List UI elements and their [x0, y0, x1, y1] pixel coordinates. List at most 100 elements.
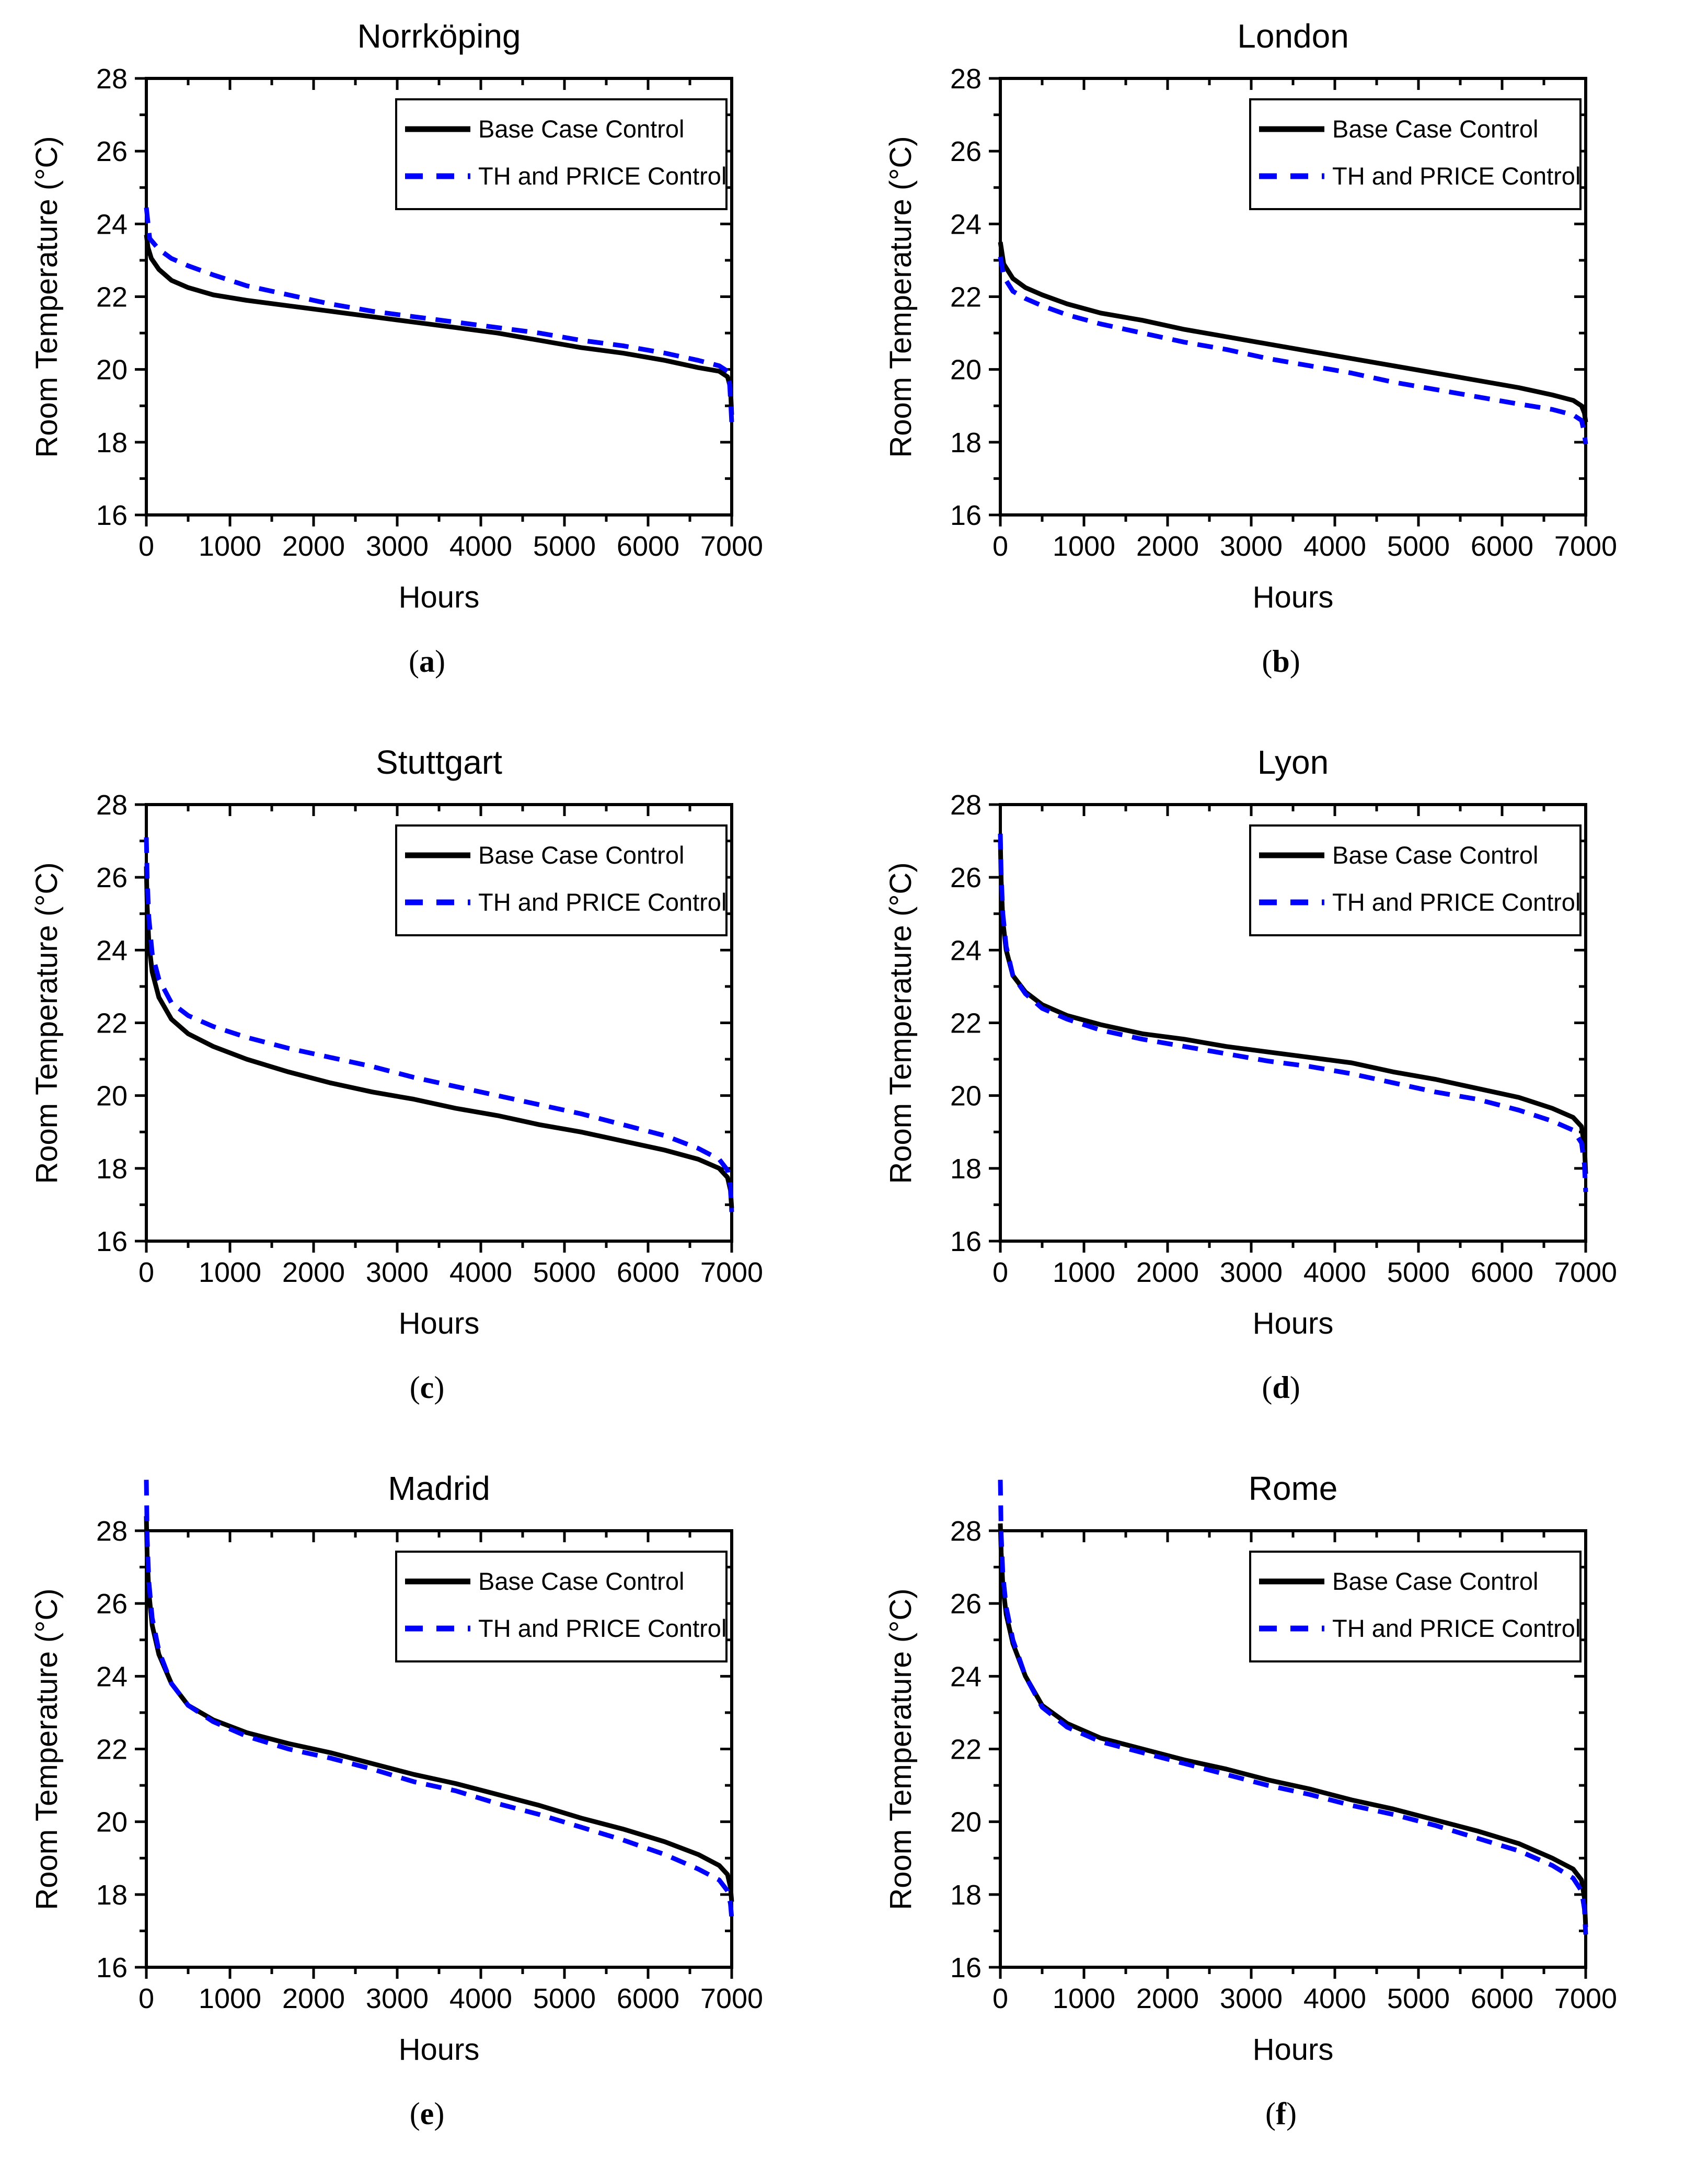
- x-tick-label: 5000: [533, 1257, 596, 1288]
- y-tick-label: 24: [96, 1661, 128, 1692]
- y-axis-label: Room Temperature (°C): [30, 862, 64, 1184]
- letter-text: f: [1276, 2096, 1286, 2131]
- y-tick-label: 16: [950, 1952, 982, 1983]
- subplot-letter-b: (b): [854, 644, 1708, 679]
- legend-label: TH and PRICE Control: [478, 1614, 726, 1642]
- y-tick-label: 16: [950, 1226, 982, 1257]
- y-tick-label: 18: [96, 1153, 128, 1185]
- x-tick-label: 5000: [1387, 1983, 1450, 2014]
- x-axis-label: Hours: [1252, 2033, 1334, 2067]
- legend-label: Base Case Control: [478, 115, 684, 143]
- y-axis-label: Room Temperature (°C): [884, 136, 918, 458]
- y-tick-label: 22: [950, 1008, 982, 1039]
- letter-paren-close: ): [435, 644, 445, 679]
- series-line-th-price: [144, 837, 734, 1212]
- tick-labels: 0 1000 2000 3000 4000 5000 6000 7000 16 18 20 22 24 2…: [950, 63, 1617, 562]
- series-line-base-case: [998, 242, 1588, 423]
- letter-paren-open: (: [409, 2096, 420, 2131]
- y-tick-label: 24: [96, 209, 128, 240]
- y-tick-label: 26: [950, 862, 982, 893]
- y-tick-label: 26: [96, 136, 128, 167]
- x-tick-label: 6000: [1471, 1983, 1533, 2014]
- x-tick-label: 5000: [533, 1983, 596, 2014]
- series-line-th-price: [998, 256, 1588, 444]
- legend-label: Base Case Control: [1332, 841, 1538, 869]
- chart-canvas-stuttgart: 0 1000 2000 3000 4000 5000 6000 7000 16 18 20 22 24 2…: [96, 789, 763, 1288]
- x-tick-label: 7000: [700, 531, 763, 562]
- letter-text: b: [1272, 644, 1290, 679]
- x-tick-label: 1000: [199, 1257, 261, 1288]
- letter-text: a: [419, 644, 435, 679]
- y-axis-label: Room Temperature (°C): [30, 1588, 64, 1910]
- chart-title: Norrköping: [357, 17, 521, 55]
- y-tick-label: 24: [950, 1661, 982, 1692]
- y-tick-label: 26: [96, 862, 128, 893]
- x-tick-label: 6000: [1471, 531, 1533, 562]
- legend: Base Case Control TH and PRICE Control: [395, 1551, 728, 1662]
- x-tick-label: 2000: [282, 1983, 345, 2014]
- legend: Base Case Control TH and PRICE Control: [395, 824, 728, 936]
- x-tick-label: 3000: [1220, 531, 1283, 562]
- y-tick-label: 22: [96, 1008, 128, 1039]
- x-tick-label: 6000: [617, 1983, 679, 2014]
- y-tick-label: 28: [96, 63, 128, 95]
- subplot-stuttgart: 0 1000 2000 3000 4000 5000 6000 7000 16 18 20 22 24 2…: [0, 726, 854, 1452]
- letter-paren-open: (: [1262, 1370, 1273, 1405]
- x-axis-label: Hours: [398, 580, 480, 614]
- subplot-letter-a: (a): [0, 644, 854, 679]
- legend-box: [395, 1551, 728, 1662]
- y-tick-label: 16: [96, 1952, 128, 1983]
- letter-paren-close: ): [1289, 1370, 1300, 1405]
- x-axis-label: Hours: [1252, 580, 1334, 614]
- tick-labels: 0 1000 2000 3000 4000 5000 6000 7000 16 18 20 22 24 2…: [96, 63, 763, 562]
- y-tick-label: 26: [96, 1588, 128, 1620]
- y-tick-label: 16: [950, 500, 982, 531]
- subplot-norrkoping: 0 1000 2000 3000 4000 5000 6000 7000 16 18 20 22 24 2…: [0, 0, 854, 726]
- legend-label: Base Case Control: [478, 841, 684, 869]
- x-tick-label: 2000: [1136, 531, 1199, 562]
- x-tick-label: 0: [139, 1983, 154, 2014]
- chart-canvas-london: 0 1000 2000 3000 4000 5000 6000 7000 16 18 20 22 24 2…: [950, 63, 1617, 562]
- y-tick-label: 22: [96, 1734, 128, 1765]
- x-tick-label: 2000: [1136, 1257, 1199, 1288]
- series-line-th-price: [998, 1480, 1588, 1935]
- x-tick-label: 4000: [449, 1257, 512, 1288]
- x-tick-label: 4000: [1303, 531, 1366, 562]
- chart-title: Madrid: [388, 1470, 490, 1507]
- series-line-th-price: [144, 207, 734, 422]
- legend-box: [1249, 1551, 1582, 1662]
- y-tick-label: 16: [96, 1226, 128, 1257]
- subplot-letter-c: (c): [0, 1370, 854, 1405]
- tick-labels: 0 1000 2000 3000 4000 5000 6000 7000 16 18 20 22 24 2…: [950, 789, 1617, 1288]
- x-tick-label: 7000: [700, 1983, 763, 2014]
- axis-ticks: [135, 1529, 733, 1979]
- x-tick-label: 4000: [1303, 1983, 1366, 2014]
- y-tick-label: 24: [950, 209, 982, 240]
- chart-title: London: [1237, 17, 1349, 55]
- x-tick-label: 6000: [617, 1257, 679, 1288]
- x-axis-label: Hours: [398, 1306, 480, 1340]
- legend-label: TH and PRICE Control: [478, 162, 726, 190]
- x-tick-label: 4000: [449, 531, 512, 562]
- x-tick-label: 4000: [1303, 1257, 1366, 1288]
- x-tick-label: 0: [139, 531, 154, 562]
- x-tick-label: 4000: [449, 1983, 512, 2014]
- y-tick-label: 18: [950, 427, 982, 458]
- letter-paren-open: (: [1265, 2096, 1276, 2131]
- legend-box: [1249, 824, 1582, 936]
- y-tick-label: 20: [96, 354, 128, 386]
- letter-paren-open: (: [409, 1370, 420, 1405]
- y-tick-label: 26: [950, 1588, 982, 1620]
- y-tick-label: 18: [96, 427, 128, 458]
- x-tick-label: 3000: [1220, 1257, 1283, 1288]
- letter-text: c: [420, 1370, 434, 1405]
- y-tick-label: 20: [96, 1081, 128, 1112]
- x-tick-label: 7000: [1554, 531, 1617, 562]
- subplot-letter-e: (e): [0, 2096, 854, 2131]
- legend-label: TH and PRICE Control: [1332, 888, 1580, 916]
- x-tick-label: 7000: [1554, 1983, 1617, 2014]
- y-tick-label: 20: [950, 1807, 982, 1838]
- y-tick-label: 28: [950, 1516, 982, 1547]
- x-tick-label: 5000: [1387, 1257, 1450, 1288]
- x-tick-label: 1000: [1053, 1983, 1115, 2014]
